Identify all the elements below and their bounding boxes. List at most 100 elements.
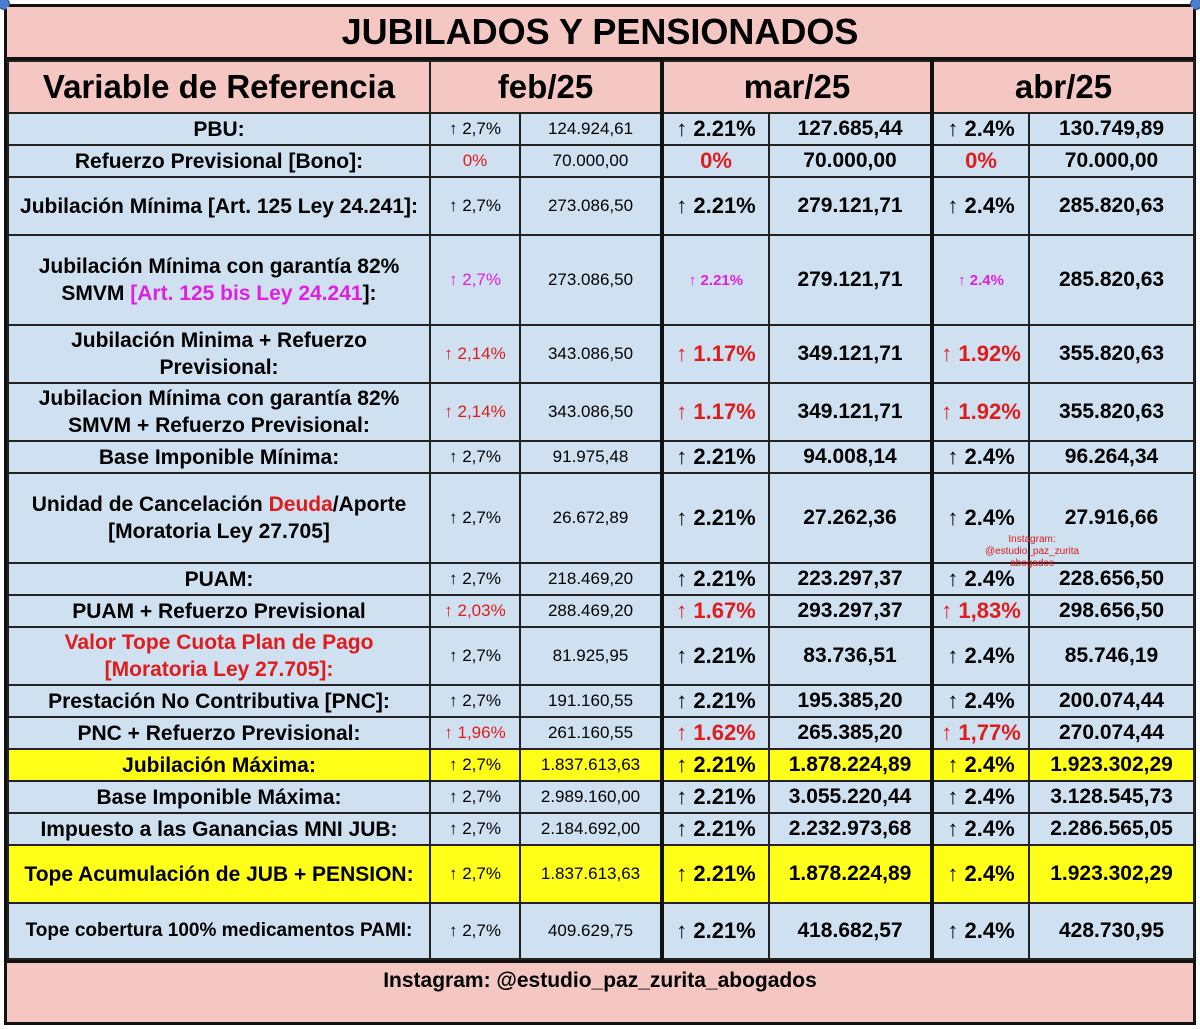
mar-pct: ↑ 2.21% xyxy=(660,472,770,564)
mar-value: 1.878.224,89 xyxy=(767,748,934,782)
instagram-watermark: Instagram: @estudio_paz_zurita abogados xyxy=(984,534,1080,569)
abr-value: 270.074,44 xyxy=(1028,716,1196,750)
feb-value: 273.086,50 xyxy=(519,234,663,326)
abr-pct: ↑ 2.4% xyxy=(930,472,1031,564)
table-row: Base Imponible Máxima: ↑ 2,7% 2.989.160,… xyxy=(7,780,1196,814)
feb-value: 218.469,20 xyxy=(519,562,663,596)
label-part-highlight: Deuda xyxy=(268,493,333,516)
mar-pct: 0% xyxy=(660,144,770,178)
abr-value: 96.264,34 xyxy=(1028,440,1196,474)
table-row: Jubilación Mínima [Art. 125 Ley 24.241]:… xyxy=(7,176,1196,236)
feb-value: 343.086,50 xyxy=(519,382,663,442)
feb-pct: ↑ 2,7% xyxy=(429,176,521,236)
mar-pct: ↑ 2.21% xyxy=(660,234,770,326)
mar-value: 1.878.224,89 xyxy=(767,844,934,904)
mar-pct: ↑ 2.21% xyxy=(660,902,770,960)
feb-value: 261.160,55 xyxy=(519,716,663,750)
feb-value: 81.925,95 xyxy=(519,626,663,686)
feb-pct: ↑ 2,7% xyxy=(429,812,521,846)
header-mar: mar/25 xyxy=(659,60,934,114)
abr-pct: ↑ 2.4% xyxy=(930,562,1031,596)
feb-pct: ↑ 2,7% xyxy=(429,562,521,596)
feb-pct: ↑ 2,7% xyxy=(429,440,521,474)
feb-pct: ↑ 2,7% xyxy=(429,844,521,904)
table-row: PBU: ↑ 2,7% 124.924,61 ↑ 2.21% 127.685,4… xyxy=(7,112,1196,146)
label-part-highlight: [Art. 125 bis Ley 24.241 xyxy=(130,282,363,305)
abr-value: 228.656,50 xyxy=(1028,562,1196,596)
table-row: Jubilación Mínima con garantía 82% SMVM … xyxy=(7,234,1196,326)
mar-pct: ↑ 2.21% xyxy=(660,562,770,596)
mar-value: 94.008,14 xyxy=(767,440,934,474)
mar-pct: ↑ 1.17% xyxy=(660,324,770,384)
mar-value: 418.682,57 xyxy=(767,902,934,960)
pension-data-table: Variable de Referencia feb/25 mar/25 abr… xyxy=(7,60,1196,960)
mar-value: 265.385,20 xyxy=(767,716,934,750)
row-label: Base Imponible Máxima: xyxy=(7,780,431,814)
table-row: PUAM: ↑ 2,7% 218.469,20 ↑ 2.21% 223.297,… xyxy=(7,562,1196,596)
abr-value: 3.128.545,73 xyxy=(1028,780,1196,814)
selection-handle-top-left[interactable] xyxy=(0,0,10,10)
table-row: Base Imponible Mínima: ↑ 2,7% 91.975,48 … xyxy=(7,440,1196,474)
label-part: ]: xyxy=(362,282,377,305)
row-label: PUAM: xyxy=(7,562,431,596)
mar-pct: ↑ 1.62% xyxy=(660,716,770,750)
row-label: Prestación No Contributiva [PNC]: xyxy=(7,684,431,718)
mar-value: 279.121,71 xyxy=(767,176,934,236)
feb-pct: ↑ 2,14% xyxy=(429,324,521,384)
feb-pct: ↑ 2,7% xyxy=(429,234,521,326)
row-label: Tope cobertura 100% medicamentos PAMI: xyxy=(7,902,431,960)
row-label: PNC + Refuerzo Previsional: xyxy=(7,716,431,750)
abr-value: 130.749,89 xyxy=(1028,112,1196,146)
table-row: Impuesto a las Ganancias MNI JUB: ↑ 2,7%… xyxy=(7,812,1196,846)
feb-value: 2.184.692,00 xyxy=(519,812,663,846)
abr-value: 298.656,50 xyxy=(1028,594,1196,628)
abr-value: 27.916,66 xyxy=(1028,472,1196,564)
mar-pct: ↑ 2.21% xyxy=(660,684,770,718)
selection-handle-top-right[interactable] xyxy=(1190,0,1200,10)
feb-pct: ↑ 2,7% xyxy=(429,748,521,782)
row-label: Jubilación Mínima con garantía 82% SMVM … xyxy=(7,234,431,326)
feb-value: 70.000,00 xyxy=(519,144,663,178)
row-label: Jubilación Mínima [Art. 125 Ley 24.241]: xyxy=(7,176,431,236)
mar-pct: ↑ 2.21% xyxy=(660,812,770,846)
table-row: Prestación No Contributiva [PNC]: ↑ 2,7%… xyxy=(7,684,1196,718)
header-row: Variable de Referencia feb/25 mar/25 abr… xyxy=(7,60,1196,114)
abr-value: 70.000,00 xyxy=(1028,144,1196,178)
row-label: Tope Acumulación de JUB + PENSION: xyxy=(7,844,431,904)
abr-value: 355.820,63 xyxy=(1028,324,1196,384)
abr-pct: ↑ 2.4% xyxy=(930,176,1031,236)
label-part: Jubilación Mínima con garantía 82% SMVM xyxy=(38,255,400,305)
mar-value: 349.121,71 xyxy=(767,382,934,442)
abr-pct: ↑ 2.4% xyxy=(930,684,1031,718)
table-row: Refuerzo Previsional [Bono]: 0% 70.000,0… xyxy=(7,144,1196,178)
mar-pct: ↑ 2.21% xyxy=(660,844,770,904)
abr-value: 85.746,19 xyxy=(1028,626,1196,686)
mar-pct: ↑ 2.21% xyxy=(660,112,770,146)
feb-pct: ↑ 2,03% xyxy=(429,594,521,628)
table-row: Jubilacion Mínima con garantía 82% SMVM … xyxy=(7,382,1196,442)
feb-value: 288.469,20 xyxy=(519,594,663,628)
row-label: Base Imponible Mínima: xyxy=(7,440,431,474)
abr-value: 285.820,63 xyxy=(1028,176,1196,236)
mar-value: 2.232.973,68 xyxy=(767,812,934,846)
mar-value: 223.297,37 xyxy=(767,562,934,596)
abr-pct: ↑ 2.4% xyxy=(930,780,1031,814)
feb-value: 26.672,89 xyxy=(519,472,663,564)
feb-value: 1.837.613,63 xyxy=(519,748,663,782)
abr-pct: ↑ 2.4% xyxy=(930,234,1031,326)
feb-value: 343.086,50 xyxy=(519,324,663,384)
feb-pct: ↑ 1,96% xyxy=(429,716,521,750)
mar-value: 279.121,71 xyxy=(767,234,934,326)
abr-value: 1.923.302,29 xyxy=(1028,844,1196,904)
table-row: Jubilación Minima + Refuerzo Previsional… xyxy=(7,324,1196,384)
mar-pct: ↑ 1.17% xyxy=(660,382,770,442)
feb-pct: ↑ 2,14% xyxy=(429,382,521,442)
mar-pct: ↑ 2.21% xyxy=(660,748,770,782)
mar-value: 27.262,36 xyxy=(767,472,934,564)
table-row: Unidad de Cancelación Deuda/Aporte [Mora… xyxy=(7,472,1196,564)
abr-pct: ↑ 1,83% xyxy=(930,594,1031,628)
abr-pct: ↑ 2.4% xyxy=(930,440,1031,474)
row-label: Unidad de Cancelación Deuda/Aporte [Mora… xyxy=(7,472,431,564)
abr-pct: ↑ 1.92% xyxy=(930,324,1031,384)
